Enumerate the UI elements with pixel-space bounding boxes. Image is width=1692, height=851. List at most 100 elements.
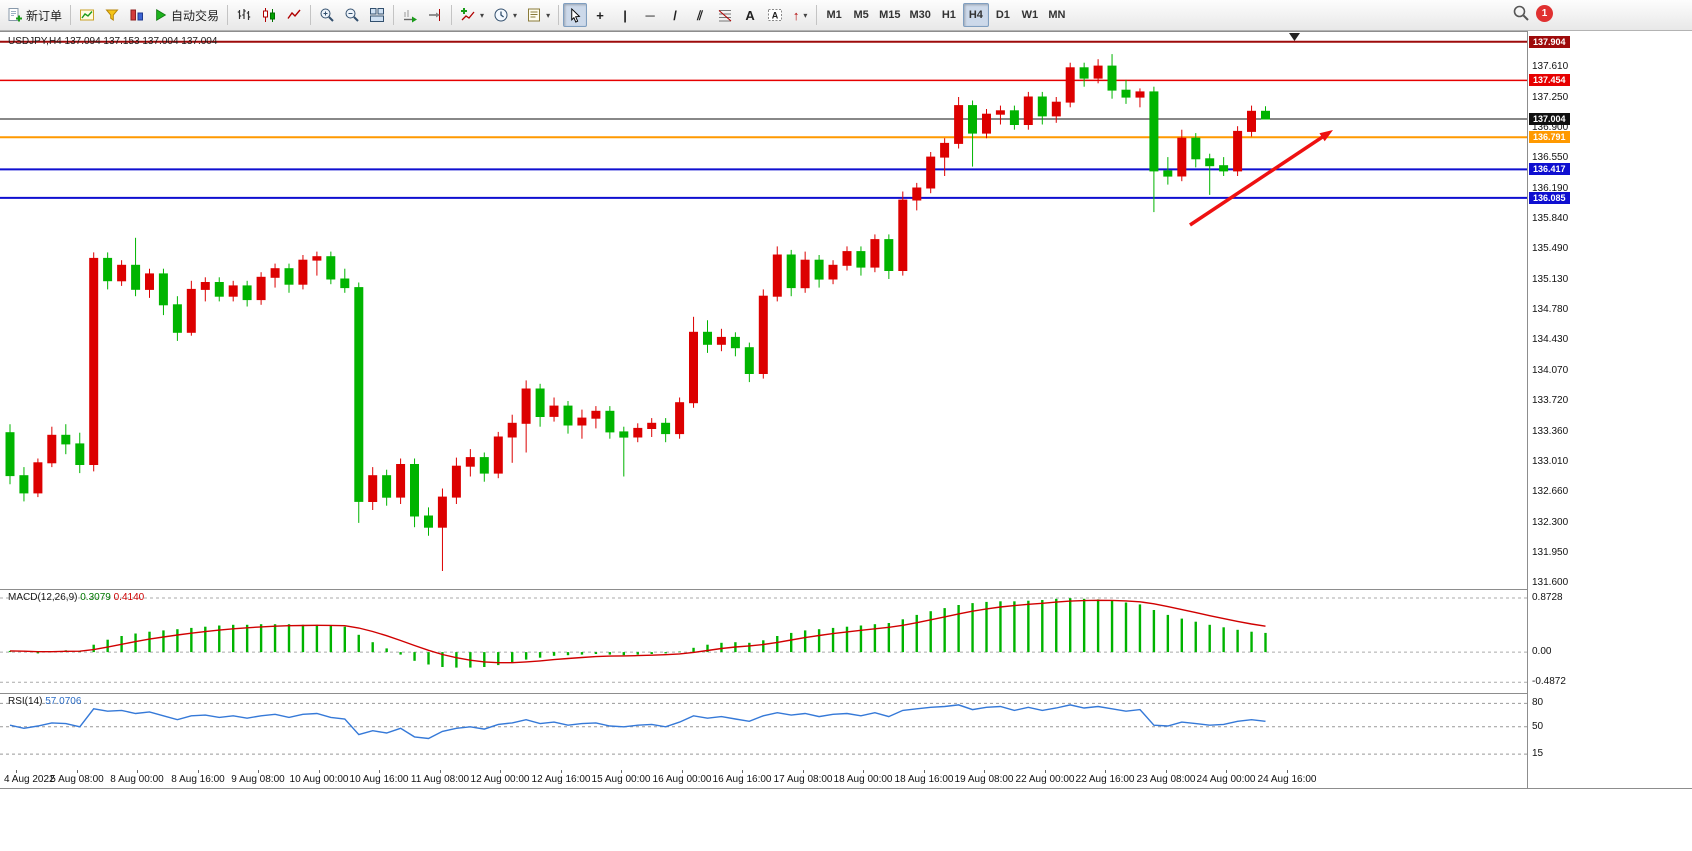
bar-chart-mode-button[interactable] [232,3,256,27]
notification-badge[interactable]: 1 [1536,4,1553,22]
svg-text:A: A [772,11,779,21]
price-axis[interactable]: 137.610 137.250 136.900 136.550 136.190 135.8… [1528,31,1692,788]
text-label-tool-button[interactable]: A [763,3,787,27]
profiles-icon [105,9,119,21]
price-tick: 134.430 [1532,334,1569,345]
macd-name: MACD(12,26,9) [8,592,78,603]
timeframe-h1-button[interactable]: H1 [941,9,956,21]
timeframe-mn-button[interactable]: MN [1048,9,1066,21]
text-tool-button[interactable]: A [738,3,762,27]
trendline-tool-button[interactable]: / [663,3,687,27]
timeframe-m5-button[interactable]: M5 [853,9,869,21]
line-chart-mode-button[interactable] [282,3,306,27]
time-label: 24 Aug 16:00 [1257,774,1317,785]
rsi-axis-label: 50 [1532,721,1544,732]
templates-button[interactable]: ▾ [522,3,554,27]
fibonacci-tool-button[interactable] [713,3,737,27]
candlestick-mode-button[interactable] [257,3,281,27]
chart-shift-button[interactable] [423,3,447,27]
time-label: 4 Aug 2022 [4,774,55,785]
timeframe-h4-button[interactable]: H4 [962,3,989,27]
time-label: 23 Aug 08:00 [1136,774,1196,785]
new-chart-button[interactable] [75,3,99,27]
timeframe-w1-button[interactable]: W1 [1021,9,1039,21]
toolbar-separator [558,5,560,25]
horizontal-line-tool-button[interactable]: ─ [638,3,662,27]
market-watch-button[interactable] [125,3,149,27]
new-order-icon [8,8,22,22]
macd-separator[interactable] [0,589,1692,590]
macd-panel[interactable] [0,590,1528,693]
macd-signal-line [9,599,1266,664]
time-label: 8 Aug 16:00 [171,774,225,785]
price-tick: 134.780 [1532,304,1569,315]
arrows-tool-button[interactable]: ↑ ▾ [788,3,812,27]
profiles-button[interactable] [100,3,124,27]
crosshair-tool-button[interactable]: + [588,3,612,27]
arrow-object-icon: ↑ [792,7,800,23]
time-label: 22 Aug 16:00 [1075,774,1135,785]
main-chart-plot[interactable] [0,31,1528,589]
time-tick [621,770,622,773]
horizontal-line-icon: ─ [645,7,655,23]
time-label: 24 Aug 00:00 [1196,774,1256,785]
rsi-separator[interactable] [0,693,1692,694]
time-tick [561,770,562,773]
zoom-in-button[interactable] [315,3,339,27]
zoom-in-icon [320,8,334,22]
price-tick: 136.190 [1532,183,1569,194]
time-tick [682,770,683,773]
text-icon: A [745,7,755,23]
zoom-out-icon [345,8,359,22]
time-label: 11 Aug 08:00 [410,774,470,785]
cursor-tool-button[interactable] [563,3,588,27]
timeframe-m15-button[interactable]: M15 [879,9,901,21]
zoom-out-button[interactable] [340,3,364,27]
indicators-button[interactable]: ▾ [456,3,488,27]
time-label: 16 Aug 00:00 [652,774,712,785]
time-label: 5 Aug 08:00 [50,774,104,785]
time-label: 8 Aug 00:00 [110,774,164,785]
channel-icon: ⫽ [697,7,703,23]
time-tick [1166,770,1167,773]
rsi-panel[interactable] [0,694,1528,770]
tile-windows-button[interactable] [365,3,389,27]
rsi-axis-label: 80 [1532,697,1544,708]
time-label: 18 Aug 00:00 [833,774,893,785]
price-line-label-137.004: 137.004 [1529,113,1570,125]
macd-value-main: 0.3079 [80,592,111,603]
price-tick: 132.300 [1532,517,1569,528]
scroll-to-end-marker[interactable] [1289,33,1300,41]
time-tick [1287,770,1288,773]
vertical-line-icon: | [623,7,627,23]
new-order-button[interactable]: 新订单 [3,3,66,27]
price-tick: 131.600 [1532,577,1569,588]
auto-scroll-button[interactable] [398,3,422,27]
price-line-label-137.454: 137.454 [1529,74,1570,86]
trend-arrow-annotation[interactable] [1189,131,1329,227]
timeframe-toolbar: M1 M5 M15 M30 H1 H4 D1 W1 MN [821,3,1070,27]
price-tick: 131.950 [1532,547,1569,558]
timeframe-m1-button[interactable]: M1 [826,9,842,21]
price-tick: 133.360 [1532,426,1569,437]
fibonacci-icon [718,10,732,22]
autotrading-button[interactable]: 自动交易 [150,3,223,27]
channel-tool-button[interactable]: ⫽ [688,3,712,27]
toolbar-right-group: 1 [1512,4,1553,22]
caret-down-icon: ▾ [513,10,518,20]
search-icon[interactable] [1512,4,1530,22]
price-line-label-136.791: 136.791 [1529,131,1570,143]
rsi-value: 57.0706 [45,696,82,707]
timeframe-m30-button[interactable]: M30 [909,9,931,21]
autotrading-icon [156,8,167,22]
time-tick [863,770,864,773]
candlestick-icon [263,8,276,22]
timeframe-d1-button[interactable]: D1 [995,9,1010,21]
macd-axis-label: -0.4872 [1532,676,1566,687]
periods-button[interactable]: ▾ [489,3,521,27]
cursor-icon [570,7,581,23]
vertical-line-tool-button[interactable]: | [613,3,637,27]
time-axis[interactable]: 4 Aug 2022 5 Aug 08:00 8 Aug 00:00 8 Aug 16… [0,770,1527,788]
time-tick [198,770,199,773]
